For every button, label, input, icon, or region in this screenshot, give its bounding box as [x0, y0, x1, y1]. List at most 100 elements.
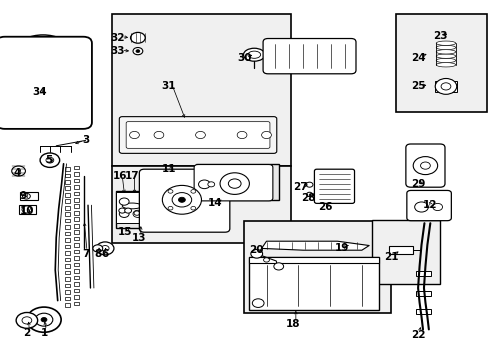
Circle shape	[136, 50, 140, 53]
Circle shape	[133, 210, 142, 217]
Bar	[65, 180, 70, 184]
Text: 16: 16	[112, 171, 127, 181]
Bar	[65, 219, 70, 222]
Text: 32: 32	[110, 33, 124, 43]
FancyBboxPatch shape	[119, 117, 276, 153]
Circle shape	[306, 192, 312, 197]
Text: 31: 31	[161, 81, 176, 91]
Bar	[65, 258, 70, 261]
Bar	[65, 212, 70, 216]
Circle shape	[195, 131, 205, 139]
Bar	[74, 230, 79, 234]
Circle shape	[22, 193, 30, 199]
Circle shape	[154, 131, 163, 139]
Circle shape	[190, 190, 195, 193]
Text: 3: 3	[82, 135, 89, 145]
Circle shape	[168, 206, 173, 210]
Text: 33: 33	[110, 46, 124, 56]
Bar	[74, 250, 79, 253]
Text: 23: 23	[432, 31, 447, 41]
Bar	[249, 257, 378, 310]
Bar	[65, 238, 70, 242]
Ellipse shape	[247, 51, 260, 58]
Text: 22: 22	[410, 330, 425, 340]
Bar	[65, 303, 70, 307]
Bar	[74, 269, 79, 273]
Text: 27: 27	[293, 182, 307, 192]
Bar	[244, 221, 390, 313]
Text: 30: 30	[237, 53, 251, 63]
Bar	[65, 199, 70, 203]
Circle shape	[93, 245, 102, 252]
Circle shape	[96, 242, 114, 255]
Bar	[65, 225, 70, 229]
Text: 24: 24	[410, 53, 425, 63]
Bar	[74, 282, 79, 286]
Ellipse shape	[435, 41, 455, 45]
Ellipse shape	[435, 63, 455, 67]
Circle shape	[162, 185, 201, 214]
Circle shape	[124, 208, 131, 213]
Text: 29: 29	[410, 179, 425, 189]
Circle shape	[40, 153, 60, 167]
Bar	[65, 232, 70, 235]
Bar	[74, 243, 79, 247]
FancyBboxPatch shape	[406, 190, 450, 221]
Bar	[74, 185, 79, 189]
Bar	[19, 205, 36, 214]
Bar	[65, 264, 70, 268]
Circle shape	[22, 317, 32, 324]
Bar	[74, 224, 79, 228]
Ellipse shape	[435, 58, 455, 63]
Bar	[434, 81, 456, 92]
Circle shape	[46, 157, 54, 163]
Text: 19: 19	[334, 243, 349, 253]
Text: 4: 4	[13, 168, 21, 178]
Text: 20: 20	[249, 245, 264, 255]
Bar	[65, 284, 70, 287]
Text: 14: 14	[207, 198, 222, 208]
Bar	[74, 263, 79, 266]
Bar	[65, 271, 70, 274]
FancyBboxPatch shape	[126, 122, 269, 148]
Text: 28: 28	[300, 193, 315, 203]
Bar	[371, 220, 439, 284]
Bar	[65, 251, 70, 255]
Circle shape	[432, 203, 442, 211]
Ellipse shape	[435, 45, 455, 50]
Ellipse shape	[435, 54, 455, 58]
Bar	[65, 277, 70, 281]
Circle shape	[119, 198, 129, 205]
Bar	[74, 211, 79, 215]
Text: 2: 2	[23, 328, 30, 338]
FancyBboxPatch shape	[314, 169, 354, 203]
Polygon shape	[261, 241, 368, 250]
Circle shape	[412, 157, 437, 175]
Circle shape	[250, 249, 262, 258]
Bar	[74, 302, 79, 305]
Bar	[415, 271, 430, 276]
Circle shape	[27, 307, 61, 332]
Bar	[388, 246, 412, 254]
Bar	[74, 166, 79, 169]
Text: 15: 15	[117, 227, 132, 237]
Circle shape	[305, 182, 312, 187]
Circle shape	[414, 202, 427, 212]
Bar	[415, 291, 430, 296]
Circle shape	[190, 206, 195, 210]
Circle shape	[440, 83, 450, 90]
Bar	[74, 256, 79, 260]
Bar	[74, 217, 79, 221]
Bar	[74, 237, 79, 240]
Bar	[395, 14, 486, 112]
Circle shape	[41, 318, 47, 322]
Bar	[74, 204, 79, 208]
Text: 5: 5	[45, 155, 52, 165]
Ellipse shape	[243, 48, 264, 61]
Text: 34: 34	[33, 87, 47, 97]
Circle shape	[198, 180, 210, 189]
Bar	[74, 295, 79, 299]
Circle shape	[133, 48, 142, 55]
Circle shape	[261, 131, 271, 139]
FancyBboxPatch shape	[0, 37, 92, 129]
